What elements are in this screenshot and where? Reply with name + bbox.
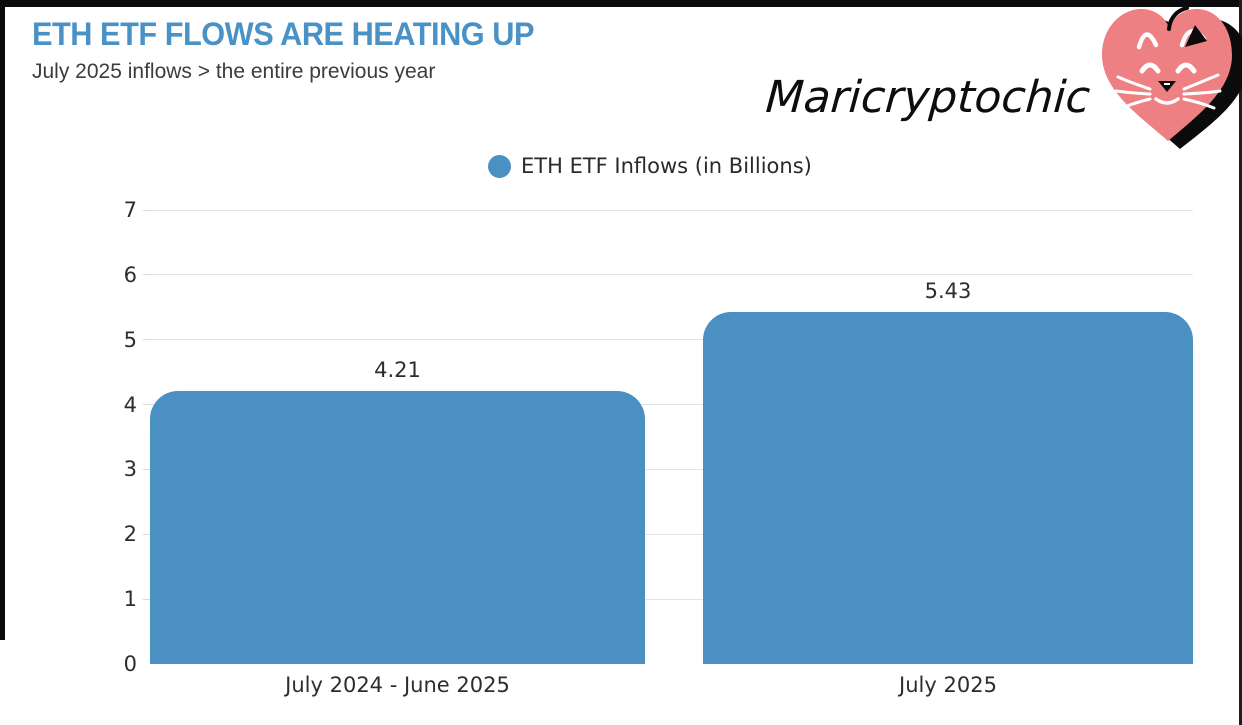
cat-mouth-icon bbox=[1154, 97, 1180, 105]
x-tick-label: July 2024 - June 2025 bbox=[285, 673, 510, 697]
y-tick-label: 6 bbox=[123, 262, 137, 287]
cat-right-whiskers-icon bbox=[1182, 73, 1222, 110]
y-tick-mark bbox=[143, 274, 151, 276]
gridline bbox=[143, 274, 1193, 276]
y-tick-mark bbox=[143, 533, 151, 535]
gridline bbox=[143, 468, 1193, 470]
heart-cat-logo bbox=[1102, 7, 1242, 149]
cat-left-ear-icon bbox=[1136, 32, 1159, 50]
y-tick-mark bbox=[143, 404, 151, 406]
y-tick-mark bbox=[143, 339, 151, 341]
page-title: ETH ETF FLOWS ARE HEATING UP bbox=[32, 16, 534, 52]
cat-right-ear-icon bbox=[1185, 25, 1207, 47]
x-tick-label: July 2025 bbox=[899, 673, 997, 697]
bar-value-label: 4.21 bbox=[374, 357, 421, 382]
gridline bbox=[143, 339, 1193, 341]
y-tick-mark bbox=[143, 468, 151, 470]
cat-right-eye-icon bbox=[1175, 62, 1197, 74]
y-tick-label: 4 bbox=[123, 392, 137, 417]
y-tick-label: 5 bbox=[123, 327, 137, 352]
chart-legend: ETH ETF Inflows (in Billions) bbox=[488, 152, 812, 180]
y-tick-label: 2 bbox=[123, 522, 137, 547]
legend-label: ETH ETF Inflows (in Billions) bbox=[521, 154, 812, 178]
cat-nose-icon bbox=[1158, 81, 1176, 92]
y-tick-label: 7 bbox=[123, 198, 137, 222]
cat-left-whiskers-icon bbox=[1114, 75, 1152, 110]
gridline bbox=[143, 598, 1193, 600]
legend-dot-icon bbox=[488, 154, 511, 178]
cat-left-eye-icon bbox=[1139, 62, 1161, 74]
y-tick-label: 1 bbox=[123, 587, 137, 612]
bar bbox=[150, 390, 645, 664]
y-tick-mark bbox=[143, 209, 151, 211]
frame-border-top bbox=[0, 0, 1242, 7]
gridline bbox=[143, 533, 1193, 535]
bar bbox=[703, 311, 1193, 664]
page-subtitle: July 2025 inflows > the entire previous … bbox=[32, 60, 436, 83]
bar-value-label: 5.43 bbox=[924, 278, 972, 303]
y-tick-label: 0 bbox=[123, 652, 137, 676]
frame-border-right bbox=[1239, 0, 1242, 725]
gridline bbox=[143, 404, 1193, 406]
gridline bbox=[143, 209, 1193, 211]
y-tick-mark bbox=[143, 598, 151, 600]
y-tick-label: 3 bbox=[123, 457, 137, 482]
frame-border-left bbox=[0, 0, 5, 640]
heart-cleft-line bbox=[1167, 7, 1189, 31]
